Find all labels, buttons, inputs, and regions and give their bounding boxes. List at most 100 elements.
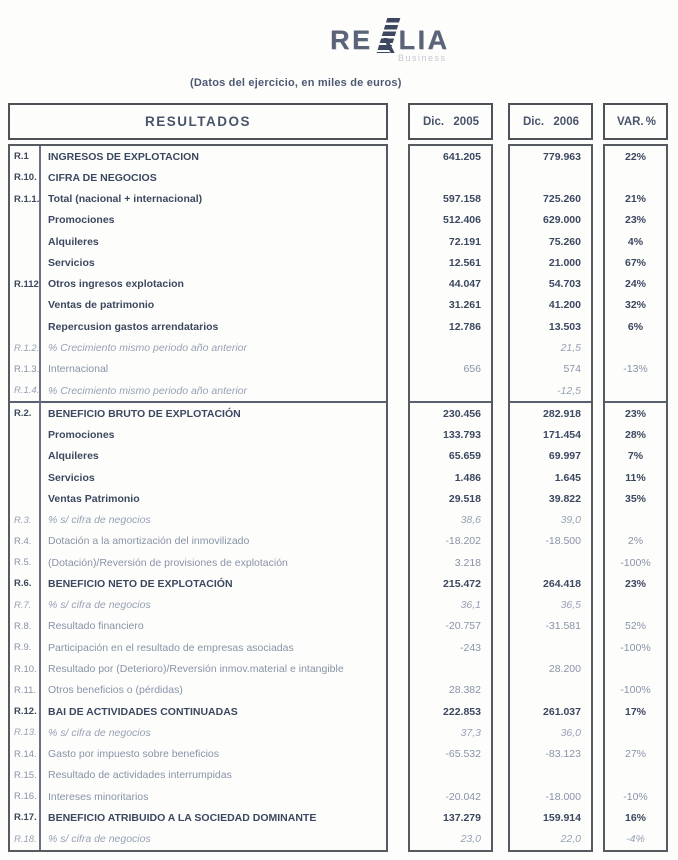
cell-var (605, 510, 666, 531)
cell-var: 16% (624, 811, 646, 824)
row-code: R.13. (14, 727, 37, 739)
cell-var: 27% (624, 748, 646, 761)
table-row: R.6. BENEFICIO NETO DE EXPLOTACIÓN (10, 573, 386, 594)
table-row: Alquileres (10, 446, 386, 467)
cell-var: 67% (624, 256, 646, 269)
realia-logo: RE LIA (330, 18, 450, 54)
row-desc: Alquileres (48, 235, 99, 248)
table-row: R.18. % s/ cifra de negocios (10, 829, 386, 850)
table-row: R.10. Resultado por (Deterioro)/Reversión… (10, 658, 386, 679)
table-row: Ventas Patrimonio (10, 488, 386, 509)
row-code: R.18. (14, 833, 37, 845)
cell-var: 23% (624, 214, 646, 227)
row-desc: Otros beneficios o (pérdidas) (48, 684, 183, 697)
row-code: R.11. (14, 684, 37, 696)
table-row: Promociones (10, 210, 386, 231)
logo-business-tagline: Business (398, 53, 447, 63)
table-row: R.112 Otros ingresos explotacion (10, 274, 386, 295)
row-desc: BENEFICIO BRUTO DE EXPLOTACIÓN (48, 407, 241, 420)
cell-dic2005: 36,1 (460, 599, 481, 612)
cell-var (605, 337, 666, 358)
row-desc: Ventas de patrimonio (48, 299, 155, 312)
cell-dic2005: 44.047 (448, 278, 481, 291)
row-code: R.15. (14, 769, 37, 781)
cell-dic2006: 282.918 (510, 401, 591, 424)
row-desc: Internacional (48, 363, 109, 376)
table-row: R.5. (Dotación)/Reversión de provisiones … (10, 552, 386, 573)
row-desc: INGRESOS DE EXPLOTACION (48, 150, 199, 163)
cell-var: 23% (624, 577, 646, 590)
cell-dic2005: 215.472 (443, 577, 481, 590)
row-code: R.16. (14, 791, 37, 803)
document-subtitle: (Datos del ejercicio, en miles de euros) (190, 77, 402, 89)
row-desc: CIFRA DE NEGOCIOS (48, 171, 157, 184)
row-desc: Promociones (48, 214, 115, 227)
cell-dic2006: 261.037 (543, 705, 581, 718)
cell-dic2005: 28.382 (448, 684, 481, 697)
row-desc: % Crecimiento mismo periodo año anterior (48, 384, 248, 397)
cell-dic2006: 21.000 (548, 256, 581, 269)
cell-dic2006: 725.260 (543, 193, 581, 206)
dic2005-year: 2005 (453, 115, 479, 128)
cell-dic2006: 39.822 (548, 492, 581, 505)
cell-var: -100% (620, 684, 651, 697)
cell-dic2005: 3.218 (454, 556, 481, 569)
cell-dic2005: 72.191 (448, 235, 481, 248)
cell-dic2005 (410, 167, 491, 188)
table-row: R.11. Otros beneficios o (pérdidas) (10, 680, 386, 701)
cell-var: 11% (625, 471, 646, 484)
cell-dic2005: 133.793 (443, 429, 481, 442)
cell-dic2006: 779.963 (543, 150, 581, 163)
table-row: R.12. BAI DE ACTIVIDADES CONTINUADAS (10, 701, 386, 722)
row-code: R.14. (14, 748, 37, 760)
cell-dic2006: 28.200 (548, 663, 581, 675)
cell-var (605, 658, 666, 679)
cell-dic2005: 137.279 (443, 811, 481, 824)
cell-var: -100% (620, 556, 651, 569)
row-code: R.2. (14, 408, 32, 420)
cell-dic2006 (510, 637, 591, 658)
cell-var: 35% (624, 492, 646, 505)
table-row: R.9. Participación en el resultado de emp… (10, 637, 386, 658)
row-desc: Servicios (48, 471, 95, 484)
cell-dic2005: 656 (463, 363, 481, 376)
row-desc: Servicios (48, 256, 95, 269)
table-row: R.10. CIFRA DE NEGOCIOS (10, 167, 386, 188)
cell-dic2006: 159.914 (543, 811, 581, 824)
cell-dic2006 (510, 765, 591, 786)
cell-var: 22% (624, 150, 646, 163)
cell-dic2005: 29.518 (448, 492, 481, 505)
cell-dic2005: -65.532 (445, 748, 481, 761)
table-row: R.1 INGRESOS DE EXPLOTACION (10, 146, 386, 167)
cell-dic2006: -18.500 (545, 535, 581, 548)
table-row: Alquileres (10, 231, 386, 252)
row-desc: Resultado de actividades interrumpidas (48, 769, 232, 782)
row-code: R.1.2. (14, 342, 40, 354)
row-desc: Dotación a la amortización del inmoviliz… (48, 535, 250, 548)
row-code: R.7. (14, 599, 32, 611)
row-code: R.10. (14, 663, 37, 675)
var-pct-sign: % (645, 115, 656, 128)
cell-dic2006: -83.123 (545, 748, 581, 761)
row-code: R.6. (14, 578, 32, 590)
results-title: RESULTADOS (145, 114, 251, 129)
table-header-results: RESULTADOS (8, 103, 388, 140)
cell-dic2005: 37,3 (460, 726, 481, 739)
cell-var: 7% (627, 450, 644, 463)
cell-var: 28% (624, 429, 646, 442)
cell-var: 24% (624, 278, 646, 291)
row-code: R.12. (14, 706, 37, 718)
row-desc: Alquileres (48, 450, 99, 463)
table-row: R.1.3. Internacional (10, 359, 386, 380)
table-row: R.13. % s/ cifra de negocios (10, 722, 386, 743)
cell-var: 17% (624, 705, 646, 718)
table-row: Servicios (10, 467, 386, 488)
cell-dic2006: 41.200 (548, 299, 581, 312)
table-row: R.14. Gasto por impuesto sobre beneficios (10, 743, 386, 764)
cell-dic2005: 12.786 (448, 320, 481, 333)
table-row: R.1.4. % Crecimiento mismo periodo año an… (10, 380, 386, 401)
row-desc: Total (nacional + internacional) (48, 193, 203, 206)
table-row: R.16. Intereses minoritarios (10, 786, 386, 807)
table-row: R.17. BENEFICIO ATRIBUIDO A LA SOCIEDAD D… (10, 807, 386, 828)
cell-dic2005 (410, 765, 491, 786)
